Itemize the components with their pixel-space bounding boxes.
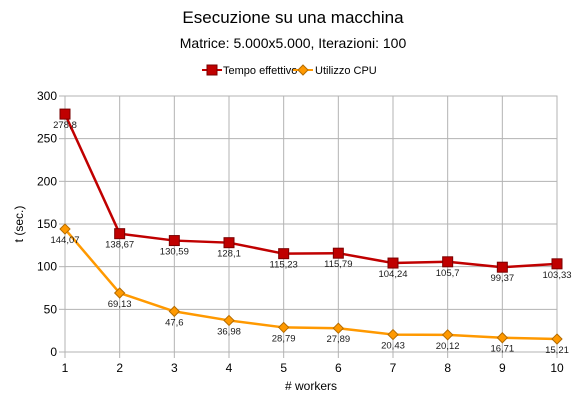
data-label-utilizzo-cpu: 20,43 [381,341,405,352]
data-point-tempo-effettivo [496,261,508,273]
data-label-tempo-effettivo: 115,79 [324,259,352,270]
data-label-utilizzo-cpu: 27,89 [326,334,350,345]
data-point-tempo-effettivo [168,235,180,247]
chart-title: Esecuzione su una macchina [182,8,404,27]
data-point-tempo-effettivo [278,248,290,260]
gridlines [64,95,558,353]
series-utilizzo-cpu: 144,07 69,13 47,6 36,98 28,79 27,89 20,43 20,12… [50,223,569,356]
data-label-tempo-effettivo: 105,7 [436,268,460,279]
legend-item-tempo-effettivo: Tempo effettivo [202,64,297,77]
series-layer: 278,8 138,67 130,59 128,1 115,23 115,79 104,24… [50,108,572,356]
x-tick-label: 3 [171,361,178,375]
y-axis-label: t (sec.) [12,206,26,243]
legend-marker-tempo-effettivo [206,64,218,76]
y-axis-ticks: 0 50 100 150 200 250 300 [37,89,65,359]
data-label-utilizzo-cpu: 36,98 [217,326,241,337]
data-point-tempo-effettivo [223,237,235,249]
data-point-utilizzo-cpu [223,314,235,327]
data-label-tempo-effettivo: 138,67 [105,240,134,251]
data-label-utilizzo-cpu: 16,71 [490,344,514,355]
data-label-tempo-effettivo: 104,24 [378,269,407,280]
data-point-utilizzo-cpu [332,322,345,334]
data-point-utilizzo-cpu [387,328,399,341]
legend-label-utilizzo-cpu: Utilizzo CPU [315,65,377,77]
x-axis-ticks: 1 2 3 4 5 6 7 8 9 10 [62,352,564,375]
y-tick-label: 150 [37,217,57,231]
data-point-utilizzo-cpu [277,321,290,334]
data-label-tempo-effettivo: 99,37 [490,273,514,284]
data-label-utilizzo-cpu: 28,79 [272,333,296,344]
data-point-utilizzo-cpu [551,333,563,345]
x-tick-label: 9 [499,361,506,375]
y-tick-label: 300 [37,89,57,103]
data-point-tempo-effettivo [551,258,563,270]
data-point-utilizzo-cpu [168,305,181,318]
data-label-utilizzo-cpu: 69,13 [108,299,132,310]
x-tick-label: 5 [280,361,287,375]
data-point-utilizzo-cpu [496,332,509,344]
series-line-utilizzo-cpu [64,228,558,341]
series-line-tempo-effettivo [63,113,558,269]
y-tick-label: 250 [37,132,57,146]
x-tick-label: 4 [226,361,233,375]
data-point-tempo-effettivo [387,257,399,269]
x-tick-label: 7 [390,361,397,375]
data-point-utilizzo-cpu [441,329,454,341]
y-tick-label: 200 [37,174,57,188]
data-label-tempo-effettivo: 103,33 [542,270,571,281]
y-tick-label: 100 [37,260,57,274]
data-point-tempo-effettivo [332,247,344,259]
data-label-utilizzo-cpu: 144,07 [50,235,79,246]
data-label-utilizzo-cpu: 47,6 [165,317,184,328]
series-tempo-effettivo: 278,8 138,67 130,59 128,1 115,23 115,79 104,24… [53,108,572,284]
data-label-utilizzo-cpu: 20,12 [436,341,460,352]
data-point-tempo-effettivo [59,108,71,120]
legend-label-tempo-effettivo: Tempo effettivo [223,65,297,77]
data-label-tempo-effettivo: 130,59 [160,247,189,258]
data-label-tempo-effettivo: 115,23 [269,260,297,271]
legend: Tempo effettivo Utilizzo CPU [202,64,377,77]
data-point-utilizzo-cpu [113,287,126,299]
legend-marker-utilizzo-cpu [297,64,309,76]
x-tick-label: 1 [62,361,69,375]
x-tick-label: 6 [335,361,342,375]
data-label-tempo-effettivo: 128,1 [217,249,241,260]
x-axis-label: # workers [285,379,337,393]
y-tick-label: 50 [44,302,58,316]
chart-subtitle: Matrice: 5.000x5.000, Iterazioni: 100 [180,35,407,51]
x-tick-label: 2 [116,361,123,375]
x-tick-label: 8 [444,361,451,375]
data-point-utilizzo-cpu [59,223,71,235]
data-label-utilizzo-cpu: 15,21 [545,345,569,356]
data-point-tempo-effettivo [442,256,454,268]
data-label-tempo-effettivo: 278,8 [53,120,77,131]
y-tick-label: 0 [50,345,57,359]
legend-item-utilizzo-cpu: Utilizzo CPU [293,64,377,77]
data-point-tempo-effettivo [114,228,126,240]
x-tick-label: 10 [550,361,564,375]
